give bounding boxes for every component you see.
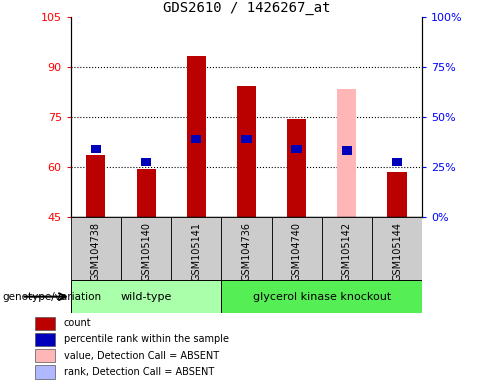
Bar — [392, 158, 402, 166]
Text: GSM105144: GSM105144 — [392, 222, 402, 281]
Text: rank, Detection Call = ABSENT: rank, Detection Call = ABSENT — [64, 367, 214, 377]
Title: GDS2610 / 1426267_at: GDS2610 / 1426267_at — [163, 1, 330, 15]
Bar — [222, 280, 422, 313]
Bar — [36, 349, 55, 362]
Text: value, Detection Call = ABSENT: value, Detection Call = ABSENT — [64, 351, 219, 361]
Bar — [137, 169, 156, 217]
Bar — [141, 158, 151, 166]
Bar — [121, 217, 171, 280]
Bar — [271, 217, 322, 280]
Bar — [241, 135, 252, 143]
Bar — [171, 217, 222, 280]
Text: GSM104738: GSM104738 — [91, 222, 101, 281]
Text: GSM104740: GSM104740 — [292, 222, 302, 281]
Bar — [187, 56, 206, 217]
Bar — [291, 145, 302, 153]
Bar — [36, 366, 55, 379]
Text: GSM105142: GSM105142 — [342, 222, 352, 281]
Text: glycerol kinase knockout: glycerol kinase knockout — [253, 291, 391, 302]
Bar — [36, 316, 55, 329]
Bar — [86, 156, 105, 217]
Bar — [372, 217, 422, 280]
Text: GSM104736: GSM104736 — [242, 222, 251, 281]
Text: genotype/variation: genotype/variation — [2, 291, 102, 302]
Bar — [71, 217, 121, 280]
Bar — [36, 333, 55, 346]
Bar — [287, 119, 306, 217]
Text: percentile rank within the sample: percentile rank within the sample — [64, 334, 229, 344]
Bar — [337, 89, 356, 217]
Bar — [322, 217, 372, 280]
Bar — [71, 280, 222, 313]
Bar — [222, 217, 271, 280]
Bar — [237, 86, 256, 217]
Text: count: count — [64, 318, 92, 328]
Text: wild-type: wild-type — [121, 291, 172, 302]
Bar — [387, 172, 407, 217]
Bar — [342, 146, 352, 155]
Text: GSM105141: GSM105141 — [191, 222, 201, 281]
Bar — [191, 135, 202, 143]
Bar — [342, 146, 352, 155]
Bar — [91, 145, 101, 153]
Text: GSM105140: GSM105140 — [141, 222, 151, 281]
